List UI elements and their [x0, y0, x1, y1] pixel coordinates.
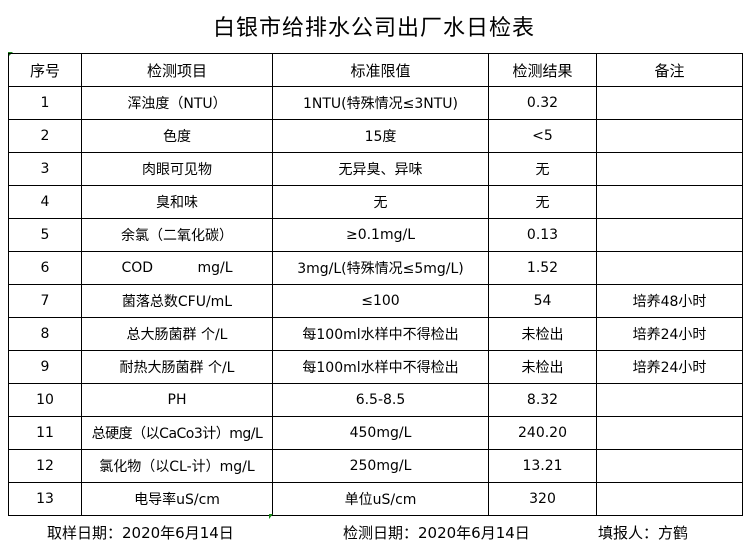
cell-item[interactable]: 总硬度（以CaCo3计）mg/L — [81, 416, 273, 450]
cell-item[interactable]: 氯化物（以CL-计）mg/L — [81, 449, 273, 483]
cell-index[interactable]: 13 — [8, 482, 82, 516]
test-date: 检测日期：2020年6月14日 — [343, 524, 530, 542]
table-row: 5 余氯（二氧化碳） ≥0.1mg/L 0.13 — [8, 218, 743, 252]
cell-note[interactable] — [596, 86, 743, 120]
table-row: 1 浑浊度（NTU） 1NTU(特殊情况≤3NTU) 0.32 — [8, 86, 743, 120]
cell-result[interactable]: 8.32 — [488, 383, 597, 417]
cell-indicator — [269, 514, 273, 519]
cell-result[interactable]: 13.21 — [488, 449, 597, 483]
cell-result[interactable]: 未检出 — [488, 350, 597, 384]
sample-date: 取样日期：2020年6月14日 — [47, 524, 234, 542]
cell-index[interactable]: 8 — [8, 317, 82, 351]
cell-standard[interactable]: 单位uS/cm — [272, 482, 489, 516]
cell-note[interactable]: 培养48小时 — [596, 284, 743, 318]
cell-index[interactable]: 7 — [8, 284, 82, 318]
cell-result[interactable]: 无 — [488, 185, 597, 219]
cell-result[interactable]: <5 — [488, 119, 597, 153]
cell-item[interactable]: 耐热大肠菌群 个/L — [81, 350, 273, 384]
cell-item[interactable]: 菌落总数CFU/mL — [81, 284, 273, 318]
cell-index[interactable]: 11 — [8, 416, 82, 450]
cell-note[interactable] — [596, 383, 743, 417]
table-row: 2 色度 15度 <5 — [8, 119, 743, 153]
cell-index[interactable]: 4 — [8, 185, 82, 219]
cell-index[interactable]: 1 — [8, 86, 82, 120]
cell-item[interactable]: PH — [81, 383, 273, 417]
table-row: 3 肉眼可见物 无异臭、异味无 — [8, 152, 743, 186]
cell-standard[interactable]: 3mg/L(特殊情况≤5mg/L) — [272, 251, 489, 285]
table-row: 7 菌落总数CFU/mL ≤100 54 培养48小时 — [8, 284, 743, 318]
cell-standard[interactable]: ≥0.1mg/L — [272, 218, 489, 252]
cell-index[interactable]: 6 — [8, 251, 82, 285]
cell-standard[interactable]: 450mg/L — [272, 416, 489, 450]
cell-standard[interactable]: 无异臭、异味 — [272, 152, 489, 186]
cell-item[interactable]: 电导率uS/cm — [81, 482, 273, 516]
cell-note[interactable] — [596, 416, 743, 450]
cell-item[interactable]: 肉眼可见物 — [81, 152, 273, 186]
page-title: 白银市给排水公司出厂水日检表 — [212, 16, 535, 41]
cell-note[interactable] — [596, 251, 743, 285]
cell-standard[interactable]: 6.5-8.5 — [272, 383, 489, 417]
header-cell[interactable]: 标准限值 — [272, 53, 489, 87]
cell-result[interactable]: 54 — [488, 284, 597, 318]
cell-standard[interactable]: ≤100 — [272, 284, 489, 318]
cell-item[interactable]: COD mg/L — [81, 251, 273, 285]
header-cell[interactable]: 检测项目 — [81, 53, 273, 87]
cell-note[interactable] — [596, 482, 743, 516]
cell-item[interactable]: 色度 — [81, 119, 273, 153]
cell-item[interactable]: 臭和味 — [81, 185, 273, 219]
cell-index[interactable]: 10 — [8, 383, 82, 417]
cell-note[interactable]: 培养24小时 — [596, 317, 743, 351]
cell-result[interactable]: 0.32 — [488, 86, 597, 120]
table-row: 8 总大肠菌群 个/L 每100ml水样中不得检出 未检出 培养24小时 — [8, 317, 743, 351]
reporter: 填报人：方鹤 — [598, 524, 689, 542]
cell-note[interactable]: 培养24小时 — [596, 350, 743, 384]
table-row: 11 总硬度（以CaCo3计）mg/L 450mg/L 240.20 — [8, 416, 743, 450]
header-row: 序号 检测项目 标准限值 检测结果 备注 — [8, 53, 743, 87]
cell-result[interactable]: 无 — [488, 152, 597, 186]
cell-standard[interactable]: 每100ml水样中不得检出 — [272, 350, 489, 384]
cell-standard[interactable]: 15度 — [272, 119, 489, 153]
cell-index[interactable]: 12 — [8, 449, 82, 483]
header-cell[interactable]: 序号 — [8, 53, 82, 87]
cell-note[interactable] — [596, 152, 743, 186]
header-cell[interactable]: 检测结果 — [488, 53, 597, 87]
cell-standard[interactable]: 1NTU(特殊情况≤3NTU) — [272, 86, 489, 120]
cell-note[interactable] — [596, 449, 743, 483]
cell-item[interactable]: 总大肠菌群 个/L — [81, 317, 273, 351]
cell-index[interactable]: 2 — [8, 119, 82, 153]
cell-item[interactable]: 余氯（二氧化碳） — [81, 218, 273, 252]
cell-result[interactable]: 未检出 — [488, 317, 597, 351]
cell-result[interactable]: 0.13 — [488, 218, 597, 252]
cell-item[interactable]: 浑浊度（NTU） — [81, 86, 273, 120]
cell-result[interactable]: 1.52 — [488, 251, 597, 285]
inspection-table: 序号 检测项目 标准限值 检测结果 备注 1 浑浊度（NTU） 1NTU(特殊情况≤… — [8, 53, 743, 516]
cell-note[interactable] — [596, 119, 743, 153]
header-cell[interactable]: 备注 — [596, 53, 743, 87]
table-row: 10 PH 6.5-8.5 8.32 — [8, 383, 743, 417]
cell-note[interactable] — [596, 185, 743, 219]
table-row: 13 电导率uS/cm 单位uS/cm 320 — [8, 482, 743, 516]
cell-result[interactable]: 320 — [488, 482, 597, 516]
cell-index[interactable]: 3 — [8, 152, 82, 186]
table-row: 12 氯化物（以CL-计）mg/L 250mg/L 13.21 — [8, 449, 743, 483]
cell-result[interactable]: 240.20 — [488, 416, 597, 450]
cell-standard[interactable]: 250mg/L — [272, 449, 489, 483]
cell-note[interactable] — [596, 218, 743, 252]
table-row: 4 臭和味无无 — [8, 185, 743, 219]
table-row: 6 COD mg/L 3mg/L(特殊情况≤5mg/L) 1.52 — [8, 251, 743, 285]
table-row: 9 耐热大肠菌群 个/L 每100ml水样中不得检出 未检出 培养24小时 — [8, 350, 743, 384]
cell-index[interactable]: 9 — [8, 350, 82, 384]
cell-standard[interactable]: 无 — [272, 185, 489, 219]
cell-index[interactable]: 5 — [8, 218, 82, 252]
cell-standard[interactable]: 每100ml水样中不得检出 — [272, 317, 489, 351]
